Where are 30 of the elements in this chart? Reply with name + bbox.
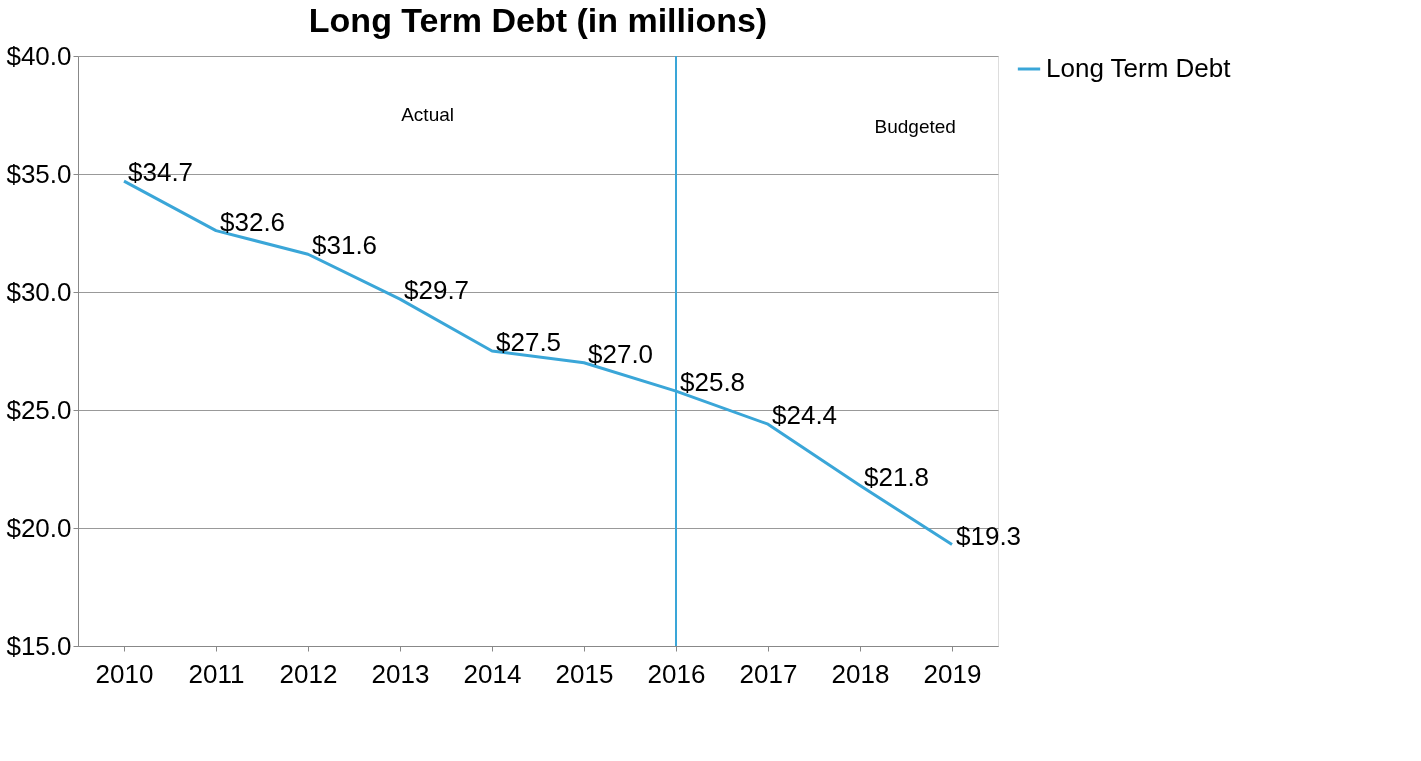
x-tick-label: 2019 bbox=[923, 658, 982, 689]
y-tick-label: $35.0 bbox=[6, 158, 72, 189]
data-label: $31.6 bbox=[312, 230, 378, 261]
x-tick-label: 2015 bbox=[555, 658, 614, 689]
data-label: $29.7 bbox=[404, 275, 470, 306]
x-tick-label: 2016 bbox=[647, 658, 706, 689]
x-tick-label: 2010 bbox=[95, 658, 154, 689]
x-tick-label: 2011 bbox=[188, 658, 245, 689]
y-tick-label: $40.0 bbox=[6, 40, 72, 71]
x-tick-label: 2018 bbox=[831, 658, 890, 689]
data-label: $27.0 bbox=[588, 338, 654, 369]
annotation: Actual bbox=[401, 104, 455, 125]
data-label: $19.3 bbox=[956, 520, 1022, 551]
data-label: $25.8 bbox=[680, 367, 746, 398]
y-tick-label: $25.0 bbox=[6, 394, 72, 425]
x-tick-label: 2013 bbox=[371, 658, 430, 689]
data-label: $27.5 bbox=[496, 327, 562, 357]
annotation: Budgeted bbox=[874, 115, 956, 137]
legend-label: Long Term Debt bbox=[1046, 53, 1232, 83]
data-label: $34.7 bbox=[128, 157, 194, 188]
data-label: $32.6 bbox=[220, 206, 286, 237]
data-label: $21.8 bbox=[864, 461, 930, 492]
x-tick-label: 2014 bbox=[463, 658, 522, 689]
y-tick-label: $30.0 bbox=[6, 276, 72, 307]
x-tick-label: 2017 bbox=[739, 658, 798, 689]
y-tick-label: $15.0 bbox=[6, 630, 72, 661]
data-label: $24.4 bbox=[772, 400, 838, 431]
y-tick-label: $20.0 bbox=[6, 512, 72, 543]
x-tick-label: 2012 bbox=[279, 658, 338, 689]
chart-title: Long Term Debt (in millions) bbox=[308, 1, 768, 39]
